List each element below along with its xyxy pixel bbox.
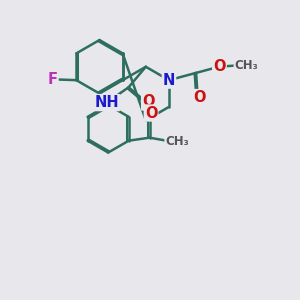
Text: O: O <box>213 59 226 74</box>
Text: O: O <box>145 106 157 121</box>
Text: CH₃: CH₃ <box>235 59 258 72</box>
Text: N: N <box>163 73 175 88</box>
Text: O: O <box>142 94 154 110</box>
Text: F: F <box>47 72 58 87</box>
Text: NH: NH <box>94 95 119 110</box>
Text: O: O <box>193 90 205 105</box>
Text: CH₃: CH₃ <box>165 135 189 148</box>
